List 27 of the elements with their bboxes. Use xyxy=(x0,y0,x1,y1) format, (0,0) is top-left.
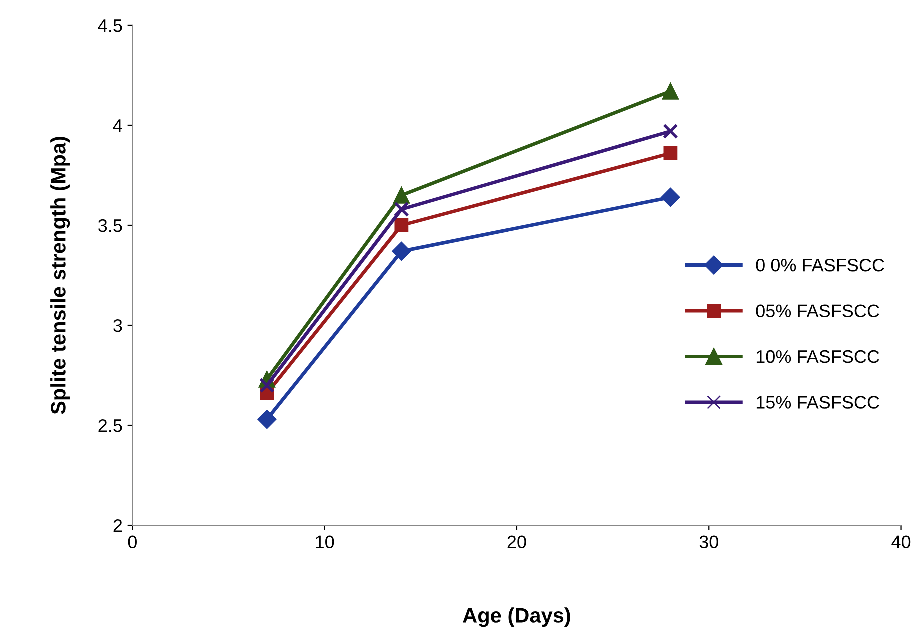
x-tick-label: 0 xyxy=(128,536,137,549)
y-tick-label: 2 xyxy=(114,519,122,532)
point xyxy=(662,83,680,100)
y-tick-label: 4.5 xyxy=(98,20,122,32)
point xyxy=(392,242,412,262)
y-tick-label: 4 xyxy=(113,120,122,132)
point xyxy=(393,187,410,204)
legend-label: 15% FASFSCC xyxy=(756,396,880,409)
y-tick-label: 2.5 xyxy=(98,419,122,432)
point xyxy=(664,146,678,160)
x-tick-label: 40 xyxy=(892,536,911,549)
legend-label: 05% FASFSCC xyxy=(756,304,880,318)
point xyxy=(394,218,409,232)
y-tick-label: 3.5 xyxy=(98,219,122,232)
legend-label: 10% FASFSCC xyxy=(756,350,880,364)
point xyxy=(394,202,410,218)
point xyxy=(260,378,275,394)
y-tick-label: 3 xyxy=(114,319,122,332)
point xyxy=(663,124,678,140)
y-axis-title: Splite tensile strength (Mpa) xyxy=(50,137,70,414)
point xyxy=(661,188,680,208)
x-tick-label: 30 xyxy=(700,536,718,549)
legend-label: 0 0% FASFSCC xyxy=(756,258,884,272)
point xyxy=(258,410,277,430)
x-axis-title: Age (Days) xyxy=(463,608,570,628)
x-tick-label: 20 xyxy=(508,536,526,549)
x-tick-label: 10 xyxy=(316,536,334,549)
